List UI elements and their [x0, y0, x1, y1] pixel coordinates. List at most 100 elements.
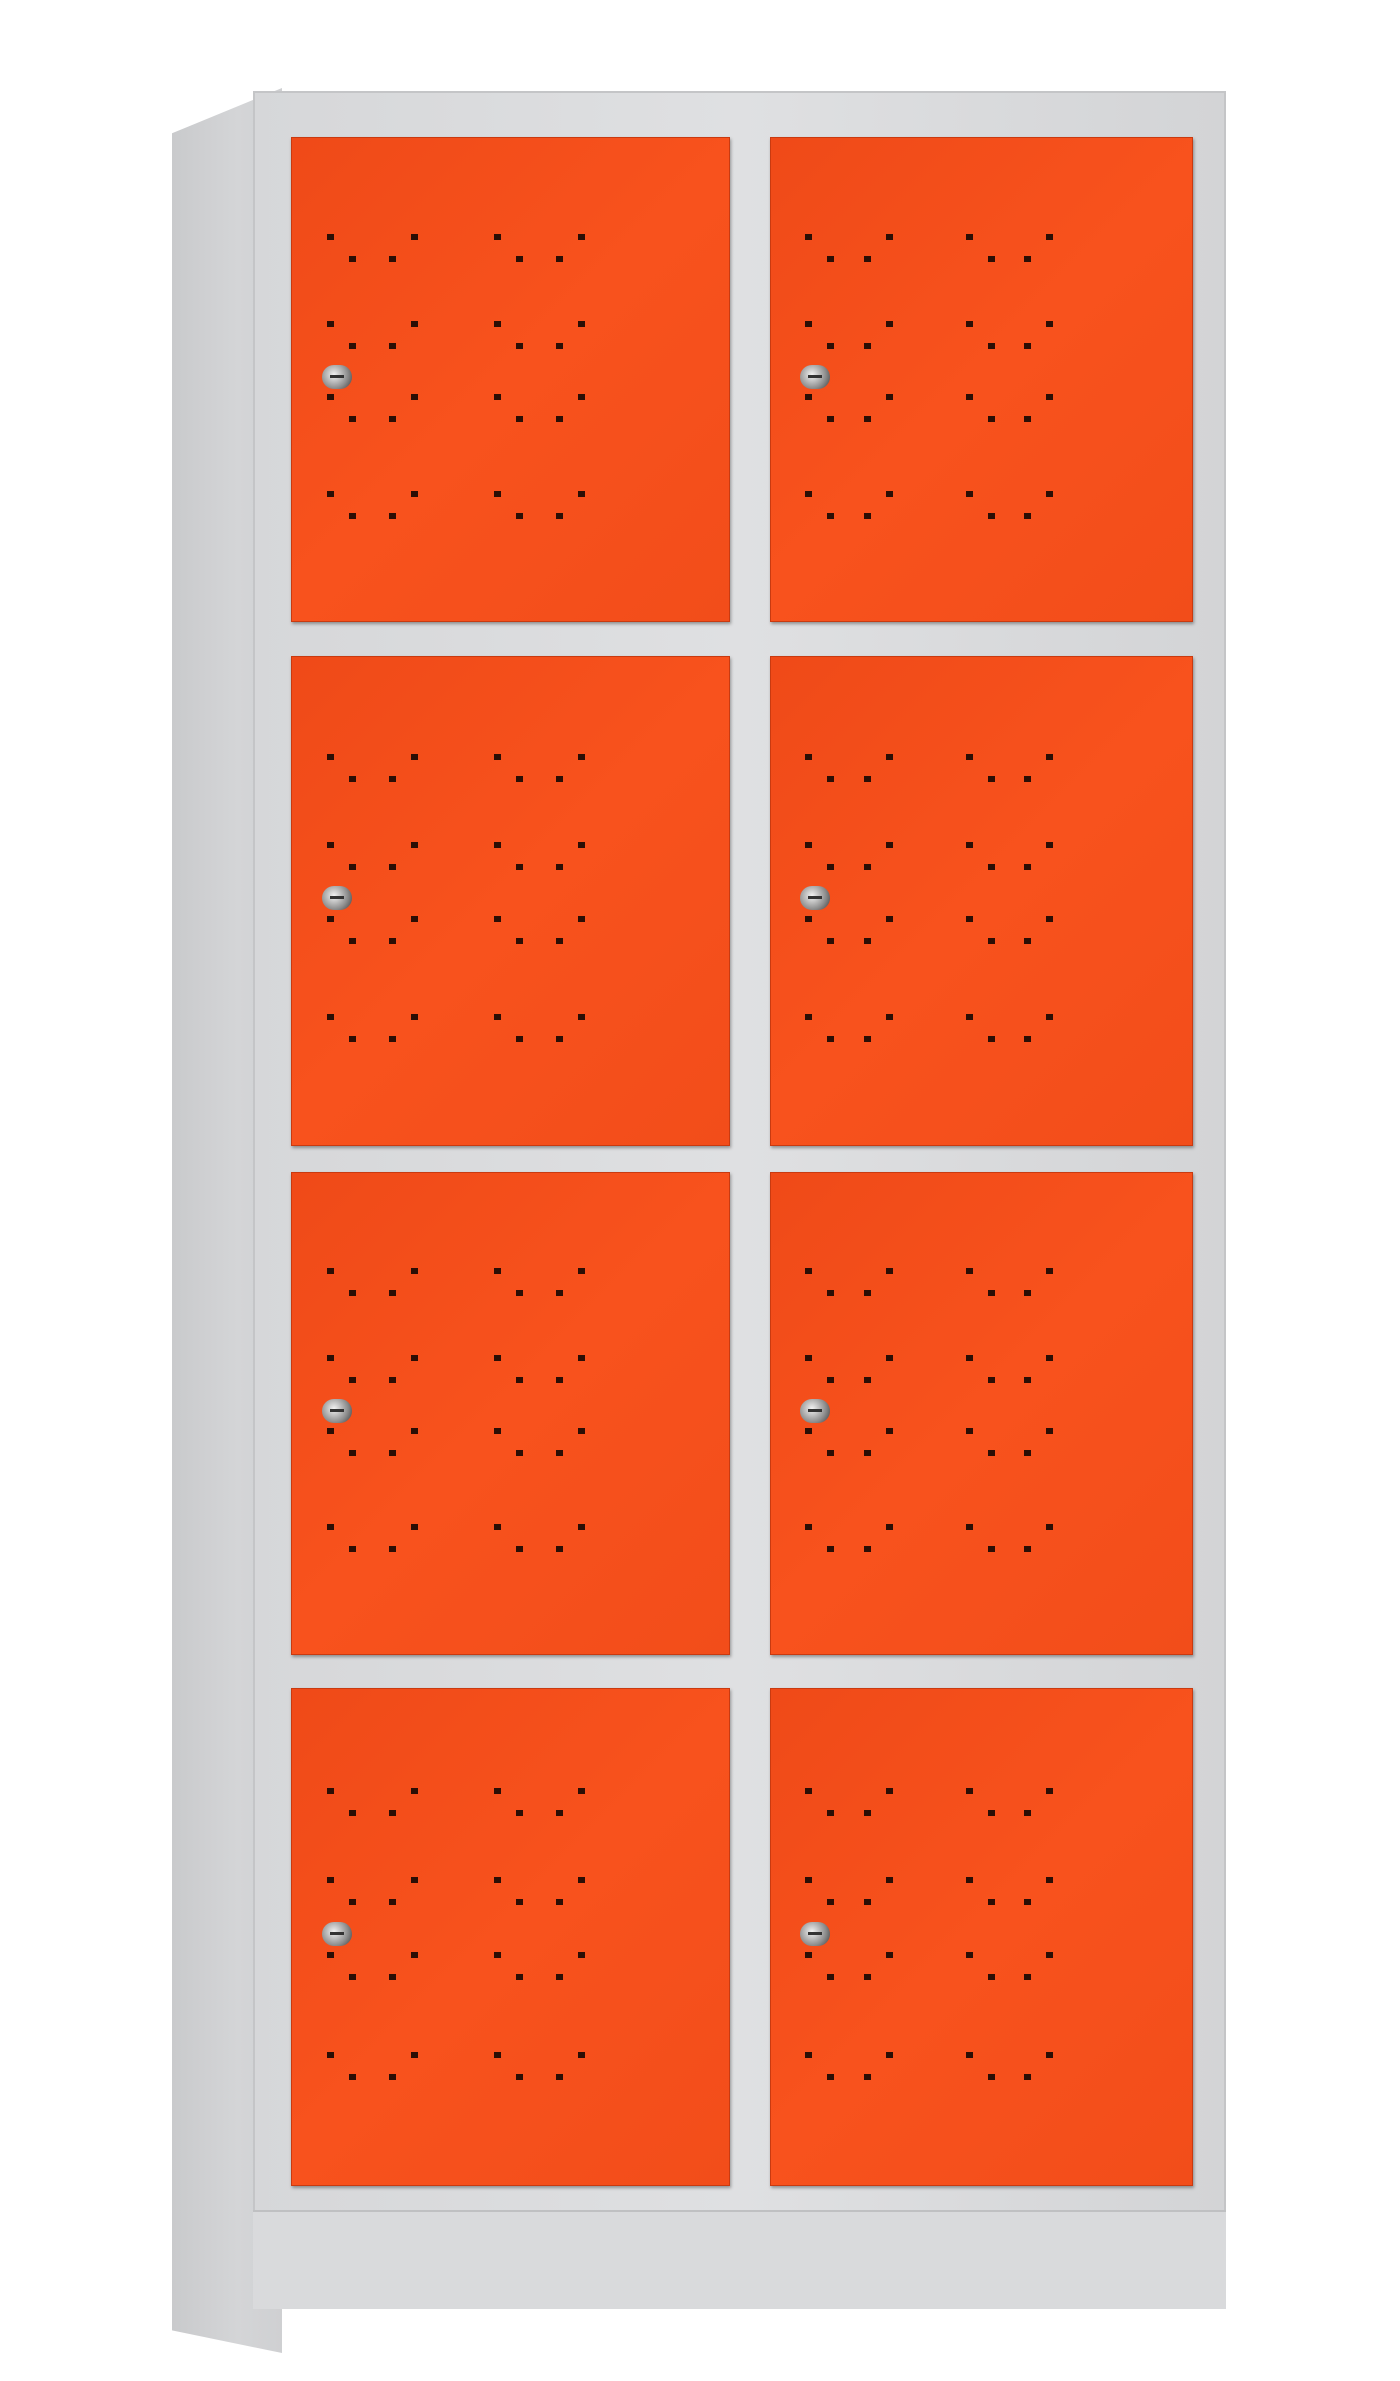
ventilation-hole: [966, 490, 974, 497]
ventilation-hole: [863, 775, 871, 782]
ventilation-hole: [516, 1035, 524, 1042]
ventilation-hole: [988, 937, 996, 944]
ventilation-hole: [555, 1973, 563, 1980]
ventilation-hole: [988, 512, 996, 519]
ventilation-hole: [966, 2051, 974, 2058]
ventilation-hole: [327, 1787, 335, 1794]
ventilation-hole: [988, 1035, 996, 1042]
locker-door[interactable]: [291, 1688, 730, 2186]
ventilation-hole: [410, 393, 418, 400]
ventilation-hole: [988, 1290, 996, 1297]
locker-door[interactable]: [291, 137, 730, 622]
lock-icon[interactable]: [321, 1399, 352, 1423]
ventilation-hole: [349, 1449, 357, 1456]
ventilation-hole: [410, 1427, 418, 1434]
ventilation-hole: [863, 1449, 871, 1456]
ventilation-hole: [494, 753, 502, 760]
ventilation-hole: [577, 753, 585, 760]
ventilation-hole: [577, 1427, 585, 1434]
ventilation-hole: [555, 1290, 563, 1297]
locker-door[interactable]: [770, 656, 1193, 1146]
ventilation-hole: [863, 1973, 871, 1980]
ventilation-hole: [388, 864, 396, 870]
ventilation-hole: [494, 1268, 502, 1275]
ventilation-hole: [1024, 864, 1032, 870]
ventilation-hole: [827, 512, 835, 519]
ventilation-hole: [1024, 343, 1032, 349]
ventilation-hole: [494, 490, 502, 497]
ventilation-hole: [388, 343, 396, 349]
ventilation-hole: [885, 1951, 893, 1958]
ventilation-hole: [827, 1546, 835, 1553]
ventilation-hole: [327, 915, 335, 922]
ventilation-hole: [516, 937, 524, 944]
cabinet-plinth: [253, 2210, 1226, 2309]
lock-icon[interactable]: [799, 1922, 830, 1947]
ventilation-hole: [555, 2073, 563, 2080]
ventilation-hole: [555, 1899, 563, 1906]
ventilation-hole: [555, 512, 563, 519]
ventilation-hole: [410, 842, 418, 848]
locker-door[interactable]: [291, 1172, 730, 1655]
ventilation-hole: [863, 1809, 871, 1816]
ventilation-hole: [966, 1524, 974, 1531]
ventilation-hole: [988, 1809, 996, 1816]
ventilation-hole: [494, 842, 502, 848]
ventilation-hole: [827, 343, 835, 349]
ventilation-hole: [349, 343, 357, 349]
ventilation-hole: [885, 842, 893, 848]
ventilation-hole: [327, 393, 335, 400]
ventilation-hole: [1024, 1899, 1032, 1906]
ventilation-hole: [327, 1355, 335, 1362]
ventilation-hole: [827, 255, 835, 262]
ventilation-hole: [555, 255, 563, 262]
ventilation-hole: [805, 321, 813, 327]
ventilation-hole: [863, 2073, 871, 2080]
ventilation-hole: [1046, 1787, 1054, 1794]
ventilation-hole: [327, 1877, 335, 1884]
ventilation-hole: [805, 842, 813, 848]
lock-icon[interactable]: [799, 364, 830, 389]
ventilation-hole: [577, 1877, 585, 1884]
ventilation-hole: [555, 1546, 563, 1553]
lock-icon[interactable]: [321, 1922, 352, 1947]
ventilation-hole: [805, 233, 813, 240]
ventilation-hole: [805, 1524, 813, 1531]
ventilation-hole: [827, 1809, 835, 1816]
ventilation-hole: [1024, 2073, 1032, 2080]
ventilation-hole: [410, 1951, 418, 1958]
locker-door[interactable]: [770, 1172, 1193, 1655]
ventilation-hole: [1046, 490, 1054, 497]
ventilation-hole: [494, 393, 502, 400]
ventilation-hole: [388, 1973, 396, 1980]
ventilation-hole: [827, 415, 835, 422]
ventilation-hole: [863, 343, 871, 349]
ventilation-hole: [577, 490, 585, 497]
ventilation-hole: [988, 1449, 996, 1456]
lock-icon[interactable]: [799, 886, 830, 911]
ventilation-hole: [1046, 1877, 1054, 1884]
ventilation-hole: [516, 1449, 524, 1456]
locker-door[interactable]: [291, 656, 730, 1146]
lock-icon[interactable]: [321, 886, 352, 911]
ventilation-hole: [516, 1377, 524, 1384]
ventilation-hole: [410, 915, 418, 922]
ventilation-hole: [863, 937, 871, 944]
lock-icon[interactable]: [799, 1399, 830, 1423]
ventilation-hole: [885, 321, 893, 327]
ventilation-hole: [410, 233, 418, 240]
ventilation-hole: [1046, 1013, 1054, 1020]
ventilation-hole: [516, 1899, 524, 1906]
ventilation-hole: [327, 753, 335, 760]
ventilation-hole: [516, 512, 524, 519]
ventilation-hole: [410, 1877, 418, 1884]
ventilation-hole: [1046, 393, 1054, 400]
ventilation-hole: [863, 1899, 871, 1906]
lock-icon[interactable]: [321, 364, 352, 389]
ventilation-hole: [1046, 1268, 1054, 1275]
locker-door[interactable]: [770, 137, 1193, 622]
ventilation-hole: [966, 842, 974, 848]
ventilation-hole: [349, 255, 357, 262]
ventilation-hole: [388, 255, 396, 262]
locker-door[interactable]: [770, 1688, 1193, 2186]
